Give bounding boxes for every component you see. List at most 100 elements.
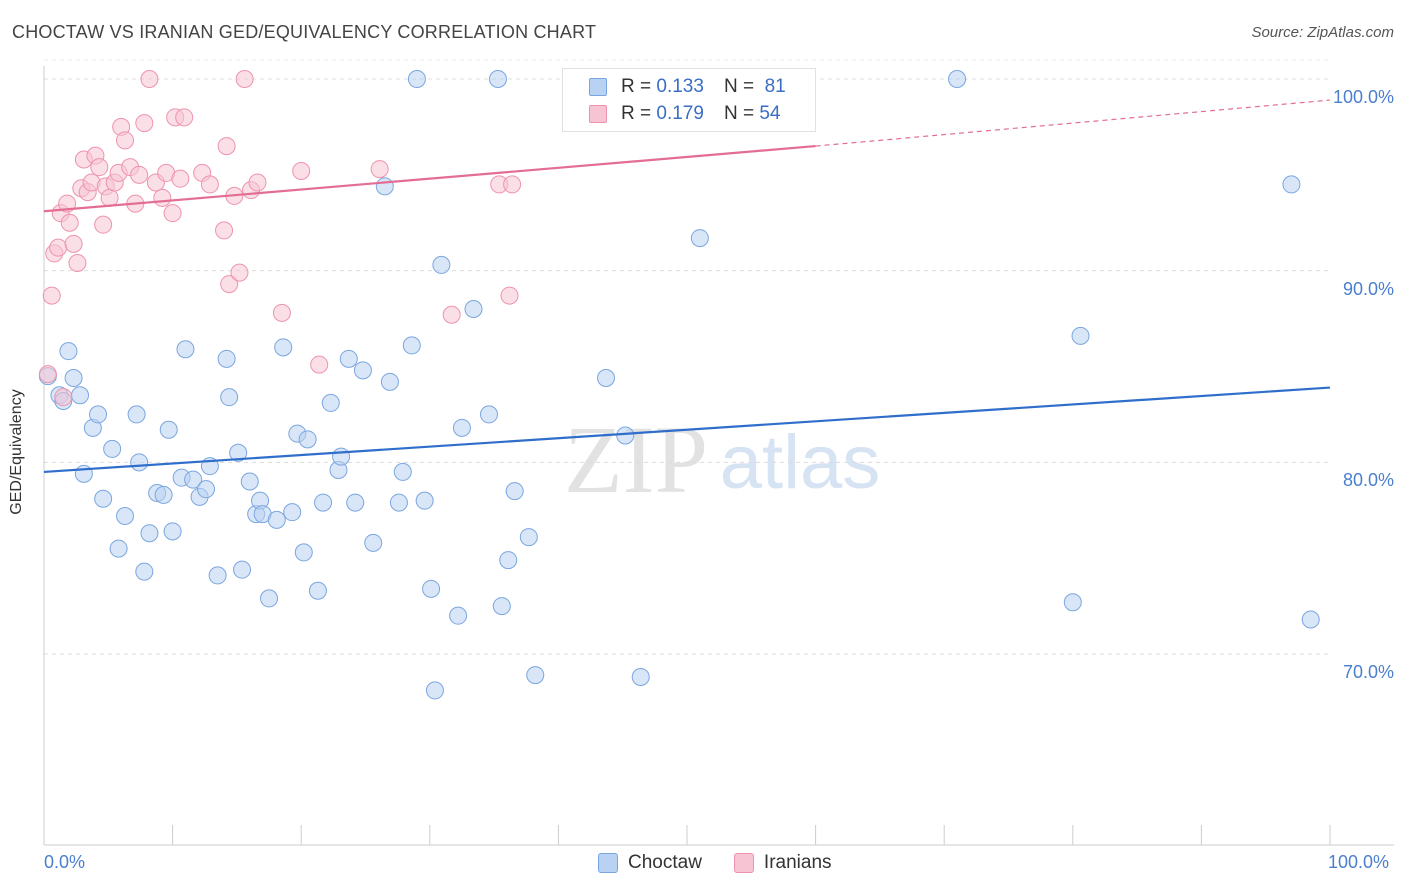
- choctaw-point: [229, 443, 248, 462]
- iranians-point: [248, 173, 267, 192]
- watermark-zip: ZIP: [564, 406, 708, 513]
- choctaw-point: [176, 340, 195, 359]
- choctaw-point: [479, 405, 498, 424]
- iranians-point: [64, 234, 83, 253]
- choctaw-point: [184, 470, 203, 489]
- iranians-point: [500, 286, 519, 305]
- choctaw-point: [631, 668, 650, 686]
- choctaw-point: [332, 447, 351, 466]
- choctaw-point: [339, 349, 358, 368]
- choctaw-point: [233, 560, 252, 579]
- choctaw-point: [260, 589, 279, 608]
- choctaw-point: [154, 485, 173, 504]
- choctaw-point: [402, 336, 421, 355]
- iranians-point: [310, 355, 329, 374]
- n-label: N =: [723, 76, 755, 97]
- trendlines: [43, 99, 1331, 474]
- choctaw-n-value: 81: [764, 76, 786, 97]
- iranians-point: [220, 275, 239, 294]
- choctaw-point: [526, 666, 545, 685]
- y-tick-label: 80.0%: [1342, 470, 1394, 491]
- choctaw-point: [432, 255, 451, 274]
- choctaw-point: [94, 489, 113, 508]
- choctaw-points: [38, 70, 1320, 700]
- choctaw-point: [353, 361, 372, 380]
- choctaw-point: [294, 543, 313, 562]
- iranians-point: [200, 175, 219, 194]
- choctaw-point: [449, 606, 468, 625]
- iranians-point: [60, 213, 79, 232]
- legend-row-choctaw: R = 0.133 N = 81: [589, 74, 786, 100]
- r-label: R =: [621, 76, 652, 97]
- choctaw-point: [64, 369, 83, 387]
- iranians-legend-label: Iranians: [763, 852, 832, 873]
- choctaw-point: [217, 349, 236, 368]
- y-tick-label: 90.0%: [1342, 278, 1394, 299]
- choctaw-point: [140, 524, 159, 543]
- choctaw-point: [314, 493, 333, 512]
- choctaw-point: [948, 70, 967, 88]
- legend-item-choctaw[interactable]: Choctaw: [598, 852, 702, 874]
- choctaw-point: [346, 493, 365, 512]
- watermark: ZIP atlas: [564, 406, 880, 513]
- choctaw-legend-label: Choctaw: [628, 852, 702, 873]
- choctaw-point: [488, 70, 507, 88]
- choctaw-point: [415, 491, 434, 510]
- choctaw-point: [596, 369, 615, 387]
- legend-item-iranians[interactable]: Iranians: [733, 852, 832, 874]
- iranians-point: [68, 254, 87, 272]
- iranians-point: [175, 108, 194, 127]
- iranians-swatch: [589, 105, 607, 123]
- choctaw-point: [283, 503, 302, 522]
- choctaw-point: [1063, 593, 1082, 612]
- choctaw-point: [321, 393, 340, 412]
- iranians-legend-swatch: [733, 853, 754, 873]
- choctaw-point: [127, 405, 146, 424]
- iranians-point: [235, 70, 254, 88]
- iranians-point: [94, 215, 113, 234]
- iranians-point: [272, 303, 291, 322]
- choctaw-point: [505, 482, 524, 501]
- choctaw-point: [364, 533, 383, 552]
- iranians-point: [215, 221, 234, 240]
- iranians-trendline: [43, 144, 816, 213]
- choctaw-point: [464, 300, 483, 318]
- choctaw-point: [499, 551, 518, 570]
- source-label: Source: ZipAtlas.com: [1251, 24, 1394, 41]
- choctaw-point: [425, 681, 444, 700]
- iranians-point: [503, 175, 522, 194]
- choctaw-point: [492, 597, 511, 616]
- series-legend: Choctaw Iranians: [598, 852, 864, 874]
- r-label: R =: [621, 103, 652, 124]
- choctaw-legend-swatch: [598, 853, 618, 873]
- x-tick-label-max: 100.0%: [1328, 852, 1390, 872]
- iranians-point: [370, 160, 389, 179]
- iranians-point: [116, 131, 135, 150]
- choctaw-point: [422, 579, 441, 598]
- iranians-point: [42, 286, 61, 305]
- choctaw-point: [197, 480, 216, 499]
- iranians-point: [49, 238, 68, 257]
- iranians-points: [38, 70, 722, 407]
- iranians-r-value: 0.179: [656, 103, 704, 124]
- choctaw-point: [71, 386, 90, 405]
- choctaw-point: [298, 430, 317, 449]
- iranians-point: [163, 204, 182, 223]
- y-tick-label: 100.0%: [1332, 87, 1394, 107]
- y-tick-label: 70.0%: [1342, 662, 1394, 682]
- choctaw-point: [103, 439, 122, 458]
- choctaw-point: [267, 510, 286, 529]
- choctaw-point: [220, 388, 239, 407]
- choctaw-point: [389, 493, 408, 512]
- chart-title: CHOCTAW VS IRANIAN GED/EQUIVALENCY CORRE…: [12, 22, 597, 42]
- iranians-point: [153, 188, 172, 207]
- choctaw-point: [274, 338, 293, 357]
- x-tick-label-min: 0.0%: [44, 852, 86, 872]
- choctaw-point: [159, 420, 178, 439]
- iranians-point: [442, 305, 461, 324]
- choctaw-point: [135, 562, 154, 581]
- choctaw-point: [59, 342, 78, 361]
- choctaw-point: [308, 581, 327, 600]
- iranians-point: [171, 169, 190, 188]
